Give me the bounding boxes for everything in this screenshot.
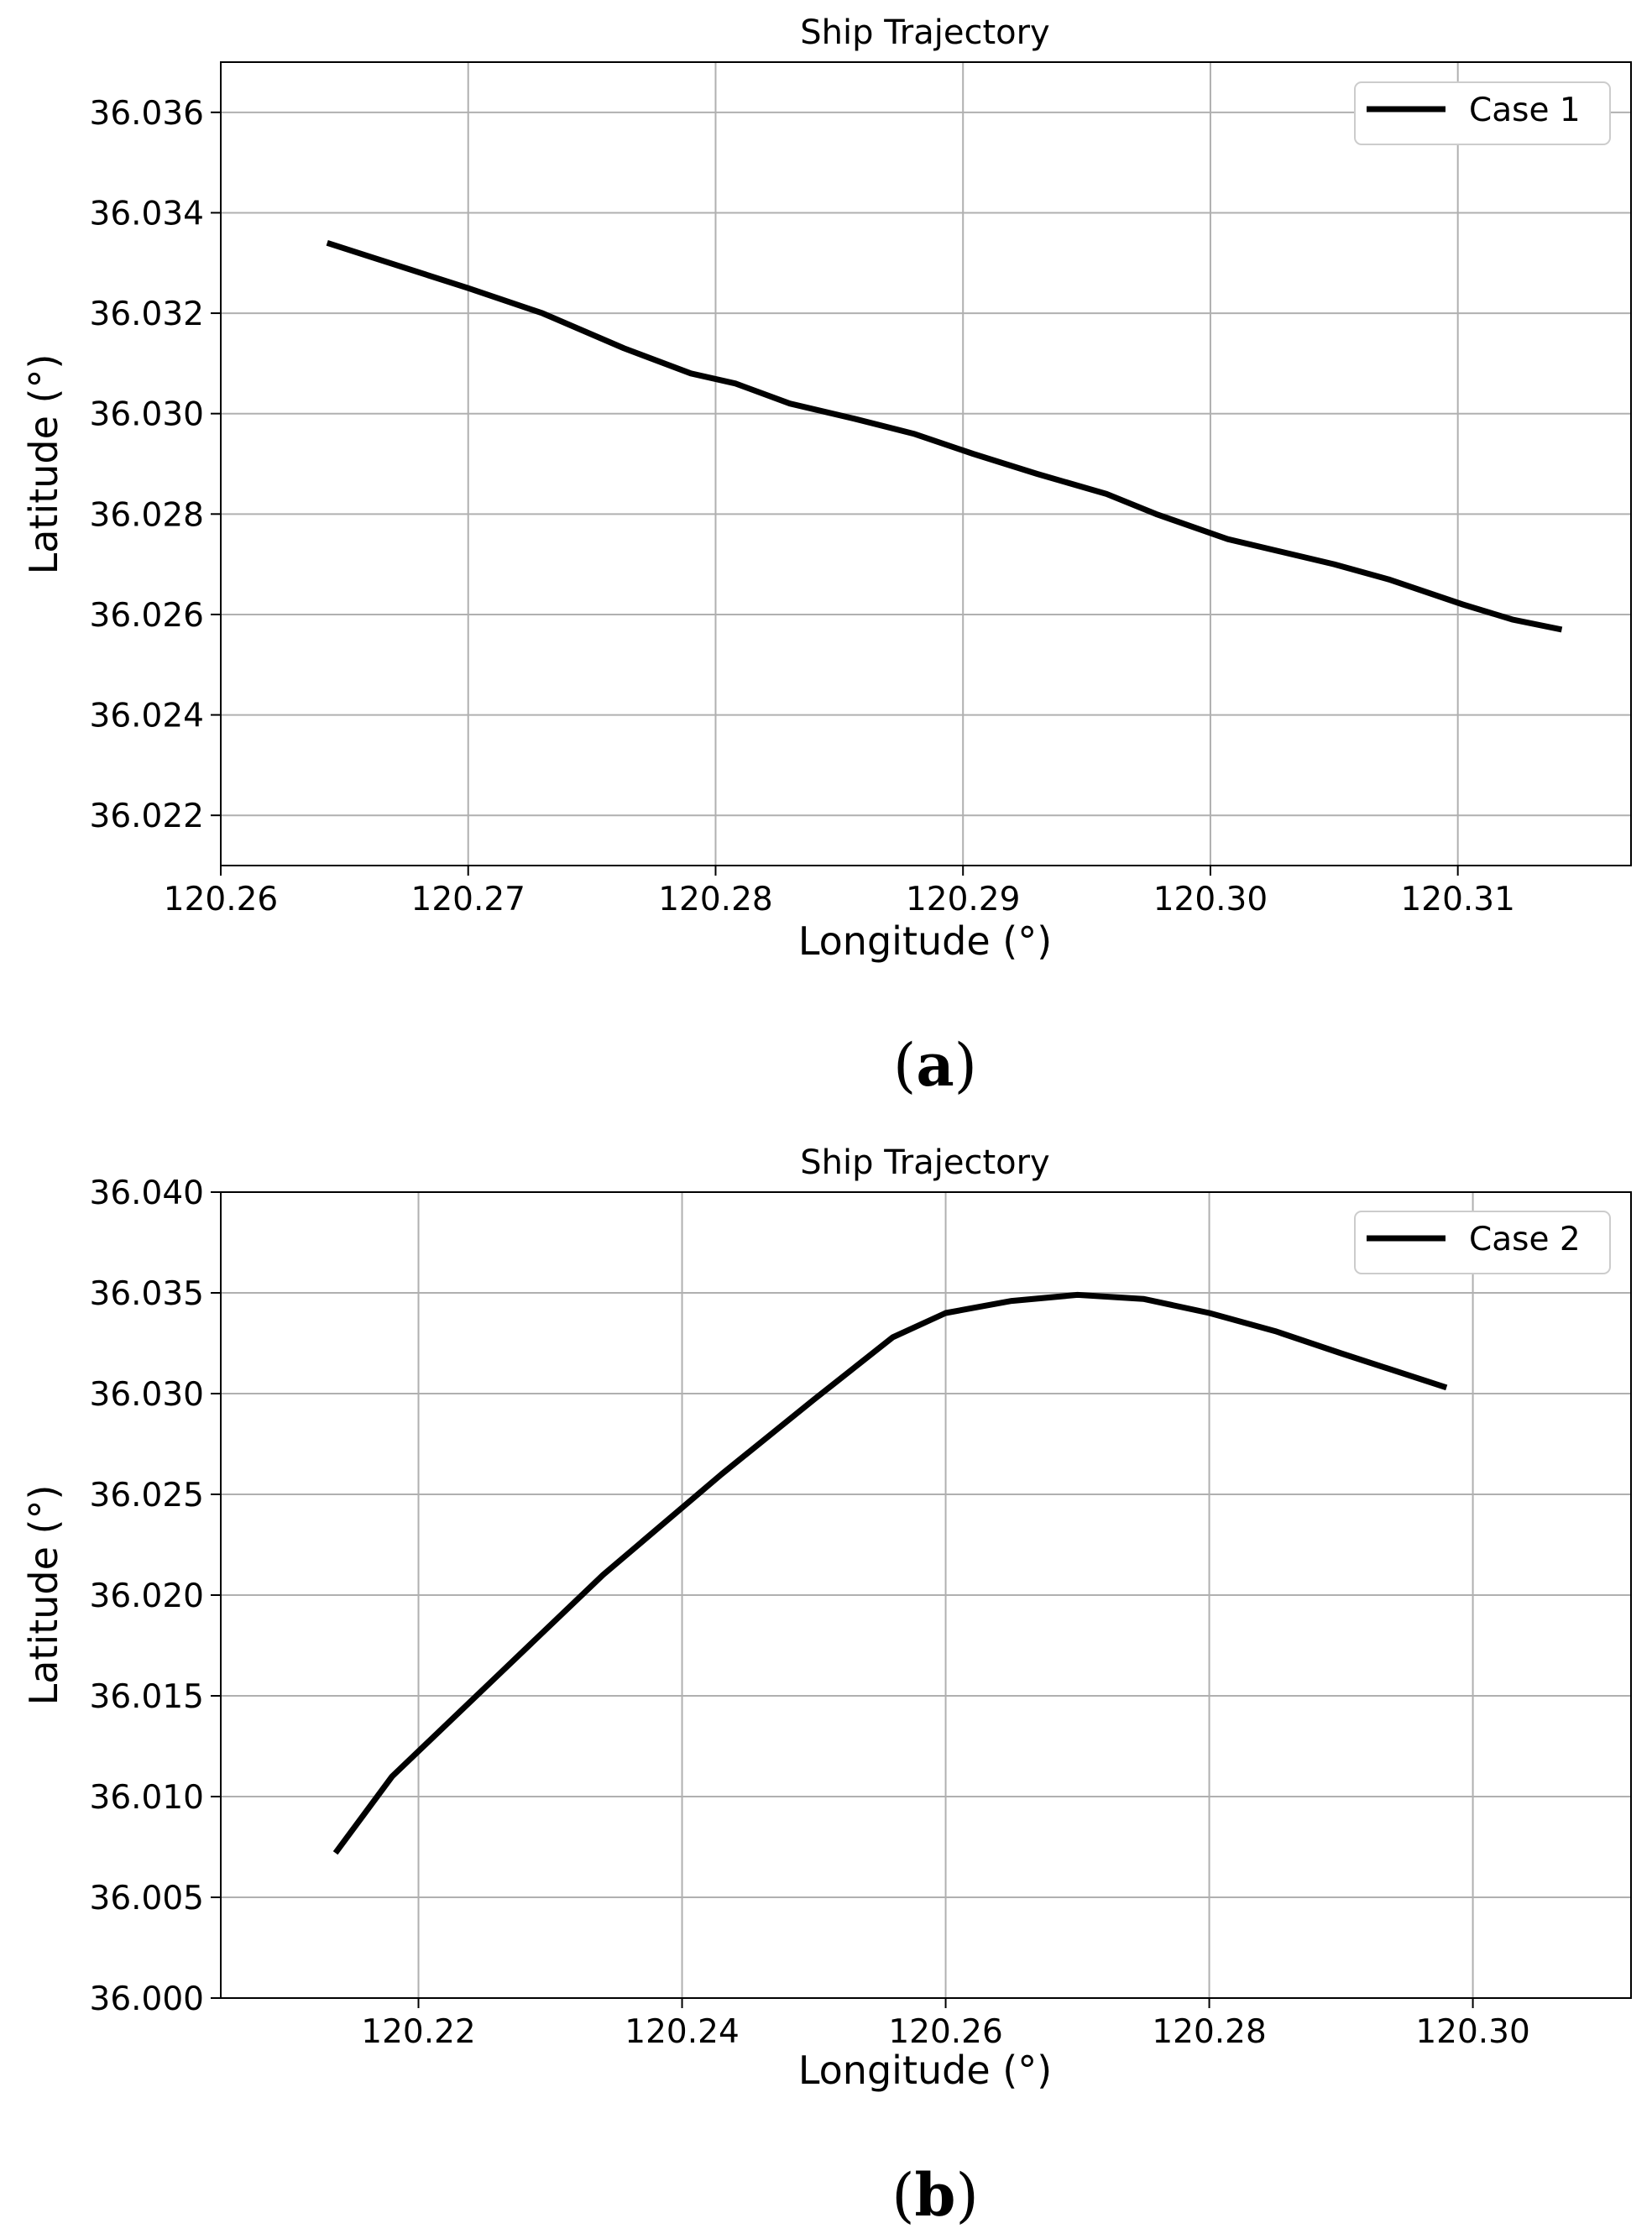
- grid-lines: [221, 1191, 1631, 1999]
- x-tick-label: 120.22: [361, 2013, 475, 2051]
- x-axis-label: Longitude (°): [798, 2048, 1052, 2093]
- legend-box: [1354, 81, 1611, 145]
- x-tick-label: 120.29: [906, 881, 1020, 918]
- y-tick-label: 36.030: [90, 396, 204, 434]
- x-tick-label: 120.24: [625, 2013, 739, 2051]
- y-tick-label: 36.020: [90, 1577, 204, 1615]
- y-axis-ticks: 36.000 36.005 36.010 36.015 36.020 36.025 36.0…: [90, 1174, 221, 2018]
- x-tick-label: 120.27: [411, 881, 525, 918]
- y-tick-label: 36.036: [90, 95, 204, 133]
- x-tick-label: 120.28: [1152, 2013, 1266, 2051]
- series-line: [332, 1291, 1448, 1855]
- y-tick-label: 36.032: [90, 296, 204, 333]
- legend-box: [1354, 1211, 1611, 1274]
- y-tick-label: 36.010: [90, 1779, 204, 1817]
- x-tick-label: 120.26: [888, 2013, 1002, 2051]
- y-tick-label: 36.040: [90, 1174, 204, 1212]
- y-tick-label: 36.034: [90, 195, 204, 233]
- x-tick-label: 120.30: [1153, 881, 1268, 918]
- y-axis-label: Latitude (°): [21, 354, 66, 575]
- panel-letter-b: b: [914, 2160, 956, 2230]
- y-tick-label: 36.024: [90, 698, 204, 735]
- chart-panel-a: Ship Trajectory 120.26 120.27 120.28 120.29…: [21, 13, 1632, 964]
- y-tick-label: 36.005: [90, 1880, 204, 1917]
- y-tick-label: 36.025: [90, 1477, 204, 1514]
- series-lines: [326, 239, 1563, 633]
- x-axis-ticks: 120.22 120.24 120.26 120.28 120.30: [361, 1998, 1530, 2051]
- series-line: [326, 239, 1563, 633]
- y-tick-label: 36.000: [90, 1980, 204, 2018]
- panel-letter-a: a: [916, 1030, 954, 1100]
- chart-title: Ship Trajectory: [800, 13, 1049, 52]
- y-axis-ticks: 36.022 36.024 36.026 36.028 36.030 36.032 36.0…: [90, 95, 221, 835]
- legend: Case 1: [1354, 81, 1611, 145]
- x-tick-label: 120.28: [658, 881, 772, 918]
- panel-label-a: (a): [893, 1030, 977, 1100]
- x-tick-label: 120.26: [164, 881, 278, 918]
- plot-area: [220, 61, 1632, 866]
- y-tick-label: 36.026: [90, 597, 204, 635]
- y-tick-label: 36.015: [90, 1678, 204, 1716]
- legend-label: Case 1: [1469, 92, 1581, 129]
- y-tick-label: 36.030: [90, 1376, 204, 1414]
- x-axis-ticks: 120.26 120.27 120.28 120.29 120.30 120.31: [164, 866, 1515, 918]
- x-tick-label: 120.31: [1400, 881, 1514, 918]
- x-tick-label: 120.30: [1415, 2013, 1529, 2051]
- grid-lines: [220, 62, 1631, 866]
- panel-label-b: (b): [891, 2160, 979, 2230]
- y-tick-label: 36.022: [90, 798, 204, 835]
- series-lines: [332, 1291, 1448, 1855]
- legend-label: Case 2: [1469, 1221, 1581, 1258]
- y-tick-label: 36.035: [90, 1275, 204, 1313]
- x-axis-label: Longitude (°): [798, 918, 1052, 964]
- y-tick-label: 36.028: [90, 496, 204, 534]
- legend: Case 2: [1354, 1211, 1611, 1274]
- y-axis-label: Latitude (°): [21, 1485, 66, 1706]
- chart-title: Ship Trajectory: [800, 1143, 1049, 1182]
- chart-panel-b: Ship Trajectory 120.22 120.24 120.26 120.28…: [21, 1143, 1632, 2093]
